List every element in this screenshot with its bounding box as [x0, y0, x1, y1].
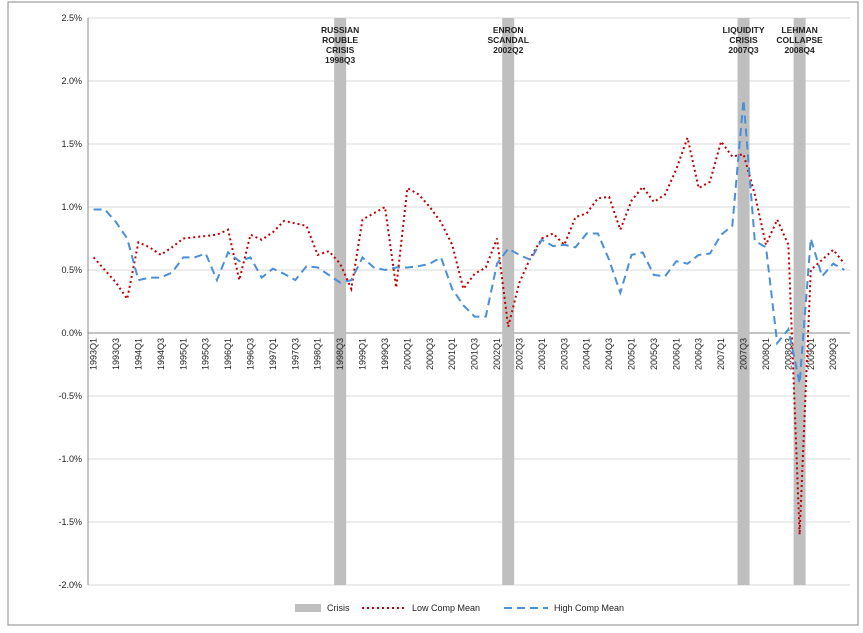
x-tick-label: 2006Q1: [671, 338, 681, 370]
crisis-label: 2008Q4: [784, 45, 815, 55]
legend-swatch: [295, 604, 321, 612]
x-tick-label: 1998Q3: [335, 338, 345, 370]
x-tick-label: 1995Q1: [178, 338, 188, 370]
y-tick-label: -2.0%: [58, 580, 82, 590]
x-tick-label: 2000Q3: [425, 338, 435, 370]
crisis-label: LEHMAN: [781, 25, 817, 35]
x-tick-label: 2001Q3: [470, 338, 480, 370]
x-tick-label: 2004Q1: [582, 338, 592, 370]
x-tick-label: 2003Q3: [559, 338, 569, 370]
x-tick-label: 2004Q3: [604, 338, 614, 370]
crisis-label: SCANDAL: [487, 35, 529, 45]
crisis-label: RUSSIAN: [321, 25, 359, 35]
x-tick-label: 2002Q3: [514, 338, 524, 370]
crisis-label: 1998Q3: [325, 55, 356, 65]
legend-label: Crisis: [327, 603, 350, 613]
x-tick-label: 2009Q1: [806, 338, 816, 370]
x-tick-label: 1996Q3: [245, 338, 255, 370]
crisis-label: CRISIS: [729, 35, 758, 45]
y-tick-label: -0.5%: [58, 391, 82, 401]
y-tick-label: 0.5%: [61, 265, 82, 275]
crisis-label: 2007Q3: [728, 45, 759, 55]
y-tick-label: 0.0%: [61, 328, 82, 338]
x-tick-label: 1999Q3: [380, 338, 390, 370]
x-tick-label: 2007Q3: [739, 338, 749, 370]
x-tick-label: 2008Q1: [761, 338, 771, 370]
x-tick-label: 1999Q1: [358, 338, 368, 370]
crisis-bar: [793, 18, 806, 585]
x-tick-label: 1998Q1: [313, 338, 323, 370]
crisis-label: ROUBLE: [322, 35, 358, 45]
y-tick-label: 1.0%: [61, 202, 82, 212]
crisis-bar: [737, 18, 750, 585]
x-tick-label: 1996Q1: [223, 338, 233, 370]
series-line: [92, 134, 846, 535]
crisis-label: CRISIS: [326, 45, 355, 55]
series-line: [93, 99, 845, 384]
x-tick-label: 1994Q3: [156, 338, 166, 370]
x-tick-label: 2005Q3: [649, 338, 659, 370]
y-tick-label: -1.5%: [58, 517, 82, 527]
x-tick-label: 2003Q1: [537, 338, 547, 370]
y-tick-label: 2.0%: [61, 76, 82, 86]
legend-label: Low Comp Mean: [412, 603, 480, 613]
crisis-bar: [502, 18, 515, 585]
crisis-label: LIQUIDITY: [723, 25, 765, 35]
crisis-label: ENRON: [493, 25, 524, 35]
x-tick-label: 2007Q1: [716, 338, 726, 370]
x-tick-label: 2002Q1: [492, 338, 502, 370]
x-tick-label: 2000Q1: [402, 338, 412, 370]
x-tick-label: 1993Q3: [111, 338, 121, 370]
x-tick-label: 1994Q1: [133, 338, 143, 370]
x-tick-label: 1997Q1: [268, 338, 278, 370]
crisis-bar: [334, 18, 347, 585]
x-tick-label: 2008Q3: [783, 338, 793, 370]
x-tick-label: 1993Q1: [89, 338, 99, 370]
crisis-label: 2002Q2: [493, 45, 524, 55]
crisis-label: COLLAPSE: [776, 35, 823, 45]
y-tick-label: -1.0%: [58, 454, 82, 464]
x-tick-label: 2006Q3: [694, 338, 704, 370]
x-tick-label: 1997Q3: [290, 338, 300, 370]
x-tick-label: 1995Q3: [201, 338, 211, 370]
x-tick-label: 2005Q1: [626, 338, 636, 370]
y-tick-label: 1.5%: [61, 139, 82, 149]
x-tick-label: 2001Q1: [447, 338, 457, 370]
chart-frame: [7, 1, 859, 626]
legend-label: High Comp Mean: [554, 603, 624, 613]
x-tick-label: 2009Q3: [828, 338, 838, 370]
y-tick-label: 2.5%: [61, 13, 82, 23]
